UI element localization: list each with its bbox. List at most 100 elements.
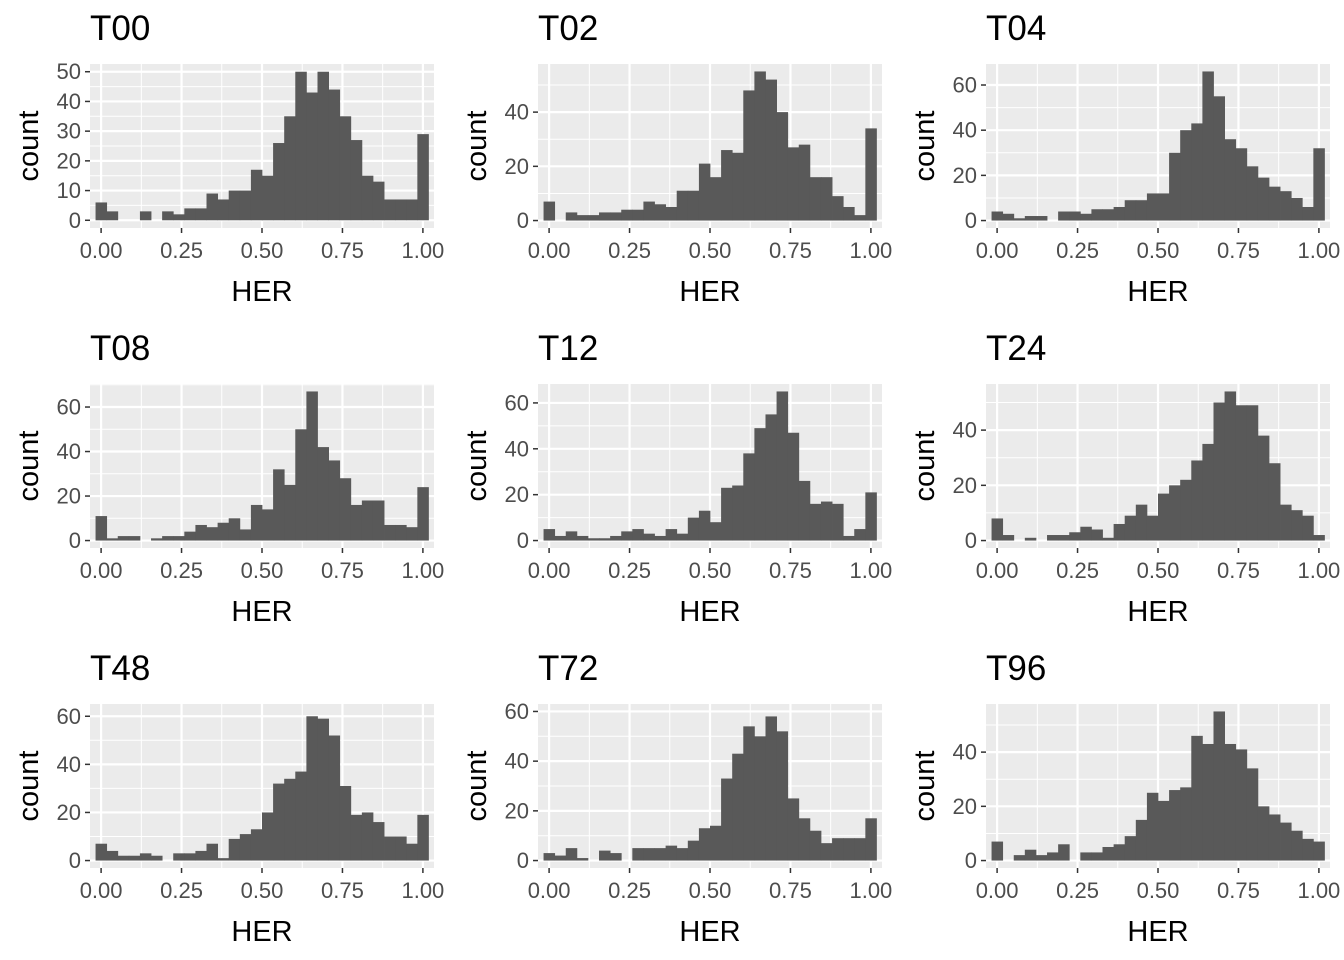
x-tick-label: 0.25	[1056, 558, 1099, 583]
x-axis-title: HER	[231, 916, 292, 948]
histogram-bar	[543, 529, 556, 541]
y-axis-title: count	[13, 751, 45, 822]
y-axis-title: count	[13, 431, 45, 502]
histogram-bar	[1091, 852, 1103, 861]
x-tick-label: 0.75	[769, 878, 812, 903]
histogram-bar	[698, 510, 711, 541]
histogram-bar	[184, 531, 196, 541]
x-tick-label: 0.50	[689, 878, 732, 903]
histogram-bar	[1035, 855, 1048, 861]
x-tick-label: 0.00	[976, 238, 1019, 263]
histogram-bar	[798, 144, 811, 221]
x-tick-label: 1.00	[849, 878, 892, 903]
x-tick-label: 1.00	[849, 238, 892, 263]
histogram-bar	[361, 500, 374, 541]
histogram-bar	[698, 828, 711, 861]
histogram-bar	[417, 487, 429, 541]
histogram-bar	[632, 209, 644, 221]
histogram-bar	[173, 214, 185, 221]
histogram-bar	[1180, 130, 1192, 221]
histogram-bar	[317, 447, 329, 541]
histogram-bar	[991, 841, 1004, 861]
histogram-bar	[754, 736, 766, 861]
histogram-bar	[1135, 200, 1148, 221]
histogram-bar	[610, 535, 622, 541]
y-tick-label: 50	[57, 59, 81, 84]
histogram-bar	[228, 190, 241, 221]
panel-title: T72	[538, 649, 598, 688]
histogram-bar	[991, 518, 1004, 541]
histogram-bar	[587, 538, 600, 541]
histogram-bar	[587, 215, 600, 221]
histogram-bar	[106, 538, 119, 541]
histogram-bar	[565, 212, 578, 221]
histogram-bar	[1113, 206, 1126, 221]
y-tick-label: 0	[517, 528, 529, 553]
histogram-bar	[554, 855, 567, 861]
histogram-bar	[328, 89, 341, 221]
histogram-bar	[721, 487, 733, 541]
x-tick-label: 0.00	[528, 878, 571, 903]
histogram-bar	[1058, 211, 1070, 221]
histogram-bar	[1280, 191, 1292, 221]
histogram-bar	[261, 812, 274, 861]
x-tick-label: 0.50	[689, 558, 732, 583]
histogram-bar	[1058, 844, 1070, 861]
histogram-bar	[162, 211, 174, 221]
histogram-bar	[1246, 405, 1259, 541]
histogram-bar	[743, 453, 755, 541]
histogram-bar	[832, 503, 844, 541]
histogram-bar	[654, 535, 667, 541]
histogram-bar	[417, 134, 429, 221]
histogram-bar	[1002, 213, 1015, 221]
histogram-bar	[865, 818, 877, 861]
histogram-bar	[643, 848, 655, 861]
x-tick-label: 1.00	[401, 558, 444, 583]
y-tick-label: 60	[505, 390, 529, 415]
histogram-bar	[284, 484, 296, 541]
histogram-bar	[1257, 435, 1270, 541]
histogram-bar	[776, 391, 789, 541]
histogram-bar	[809, 503, 822, 541]
histogram-bar	[206, 527, 219, 541]
histogram-bar	[698, 163, 711, 221]
histogram-bar	[361, 175, 374, 221]
histogram-bar	[95, 202, 108, 221]
histogram-bar	[217, 199, 230, 221]
histogram-bar	[576, 215, 589, 221]
histogram-bar	[173, 536, 185, 541]
histogram-bar	[317, 71, 329, 221]
y-axis-title: count	[909, 751, 941, 822]
x-tick-label: 0.25	[608, 238, 651, 263]
x-tick-label: 0.50	[241, 878, 284, 903]
x-axis-title: HER	[1127, 596, 1188, 628]
y-tick-label: 60	[953, 73, 977, 98]
x-axis-title: HER	[1127, 916, 1188, 948]
histogram-panel: 0.00 0.25 0.50 0.75 1.00 0 10 20 30 40 50 T00 HER cou…	[13, 9, 444, 308]
y-tick-label: 20	[953, 473, 977, 498]
histogram-panel: 0.00 0.25 0.50 0.75 1.00 0 20 40 T24 HER count	[909, 329, 1340, 628]
histogram-panel: 0.00 0.25 0.50 0.75 1.00 0 20 40 T96 HER count	[909, 649, 1340, 948]
y-tick-label: 20	[953, 794, 977, 819]
x-tick-label: 1.00	[1297, 878, 1340, 903]
x-axis-title: HER	[1127, 276, 1188, 308]
histogram-bar	[991, 211, 1004, 221]
histogram-panel: 0.00 0.25 0.50 0.75 1.00 0 20 40 T02 HER count	[461, 9, 892, 308]
histogram-bar	[665, 206, 678, 221]
histogram-bar	[732, 485, 744, 541]
x-tick-label: 0.50	[1137, 558, 1180, 583]
histogram-bar	[1102, 209, 1115, 221]
y-tick-label: 40	[953, 418, 977, 443]
histogram-bar	[798, 480, 811, 541]
histogram-bar	[1124, 200, 1137, 221]
y-tick-label: 20	[953, 163, 977, 188]
x-tick-label: 0.50	[1137, 238, 1180, 263]
histogram-bar	[565, 531, 578, 541]
y-tick-label: 10	[57, 178, 81, 203]
histogram-bar	[1169, 485, 1181, 541]
histogram-bar	[406, 843, 418, 861]
histogram-bar	[1313, 148, 1325, 221]
histogram-bar	[1024, 849, 1037, 861]
histogram-bar	[1069, 211, 1081, 221]
x-axis-title: HER	[679, 276, 740, 308]
